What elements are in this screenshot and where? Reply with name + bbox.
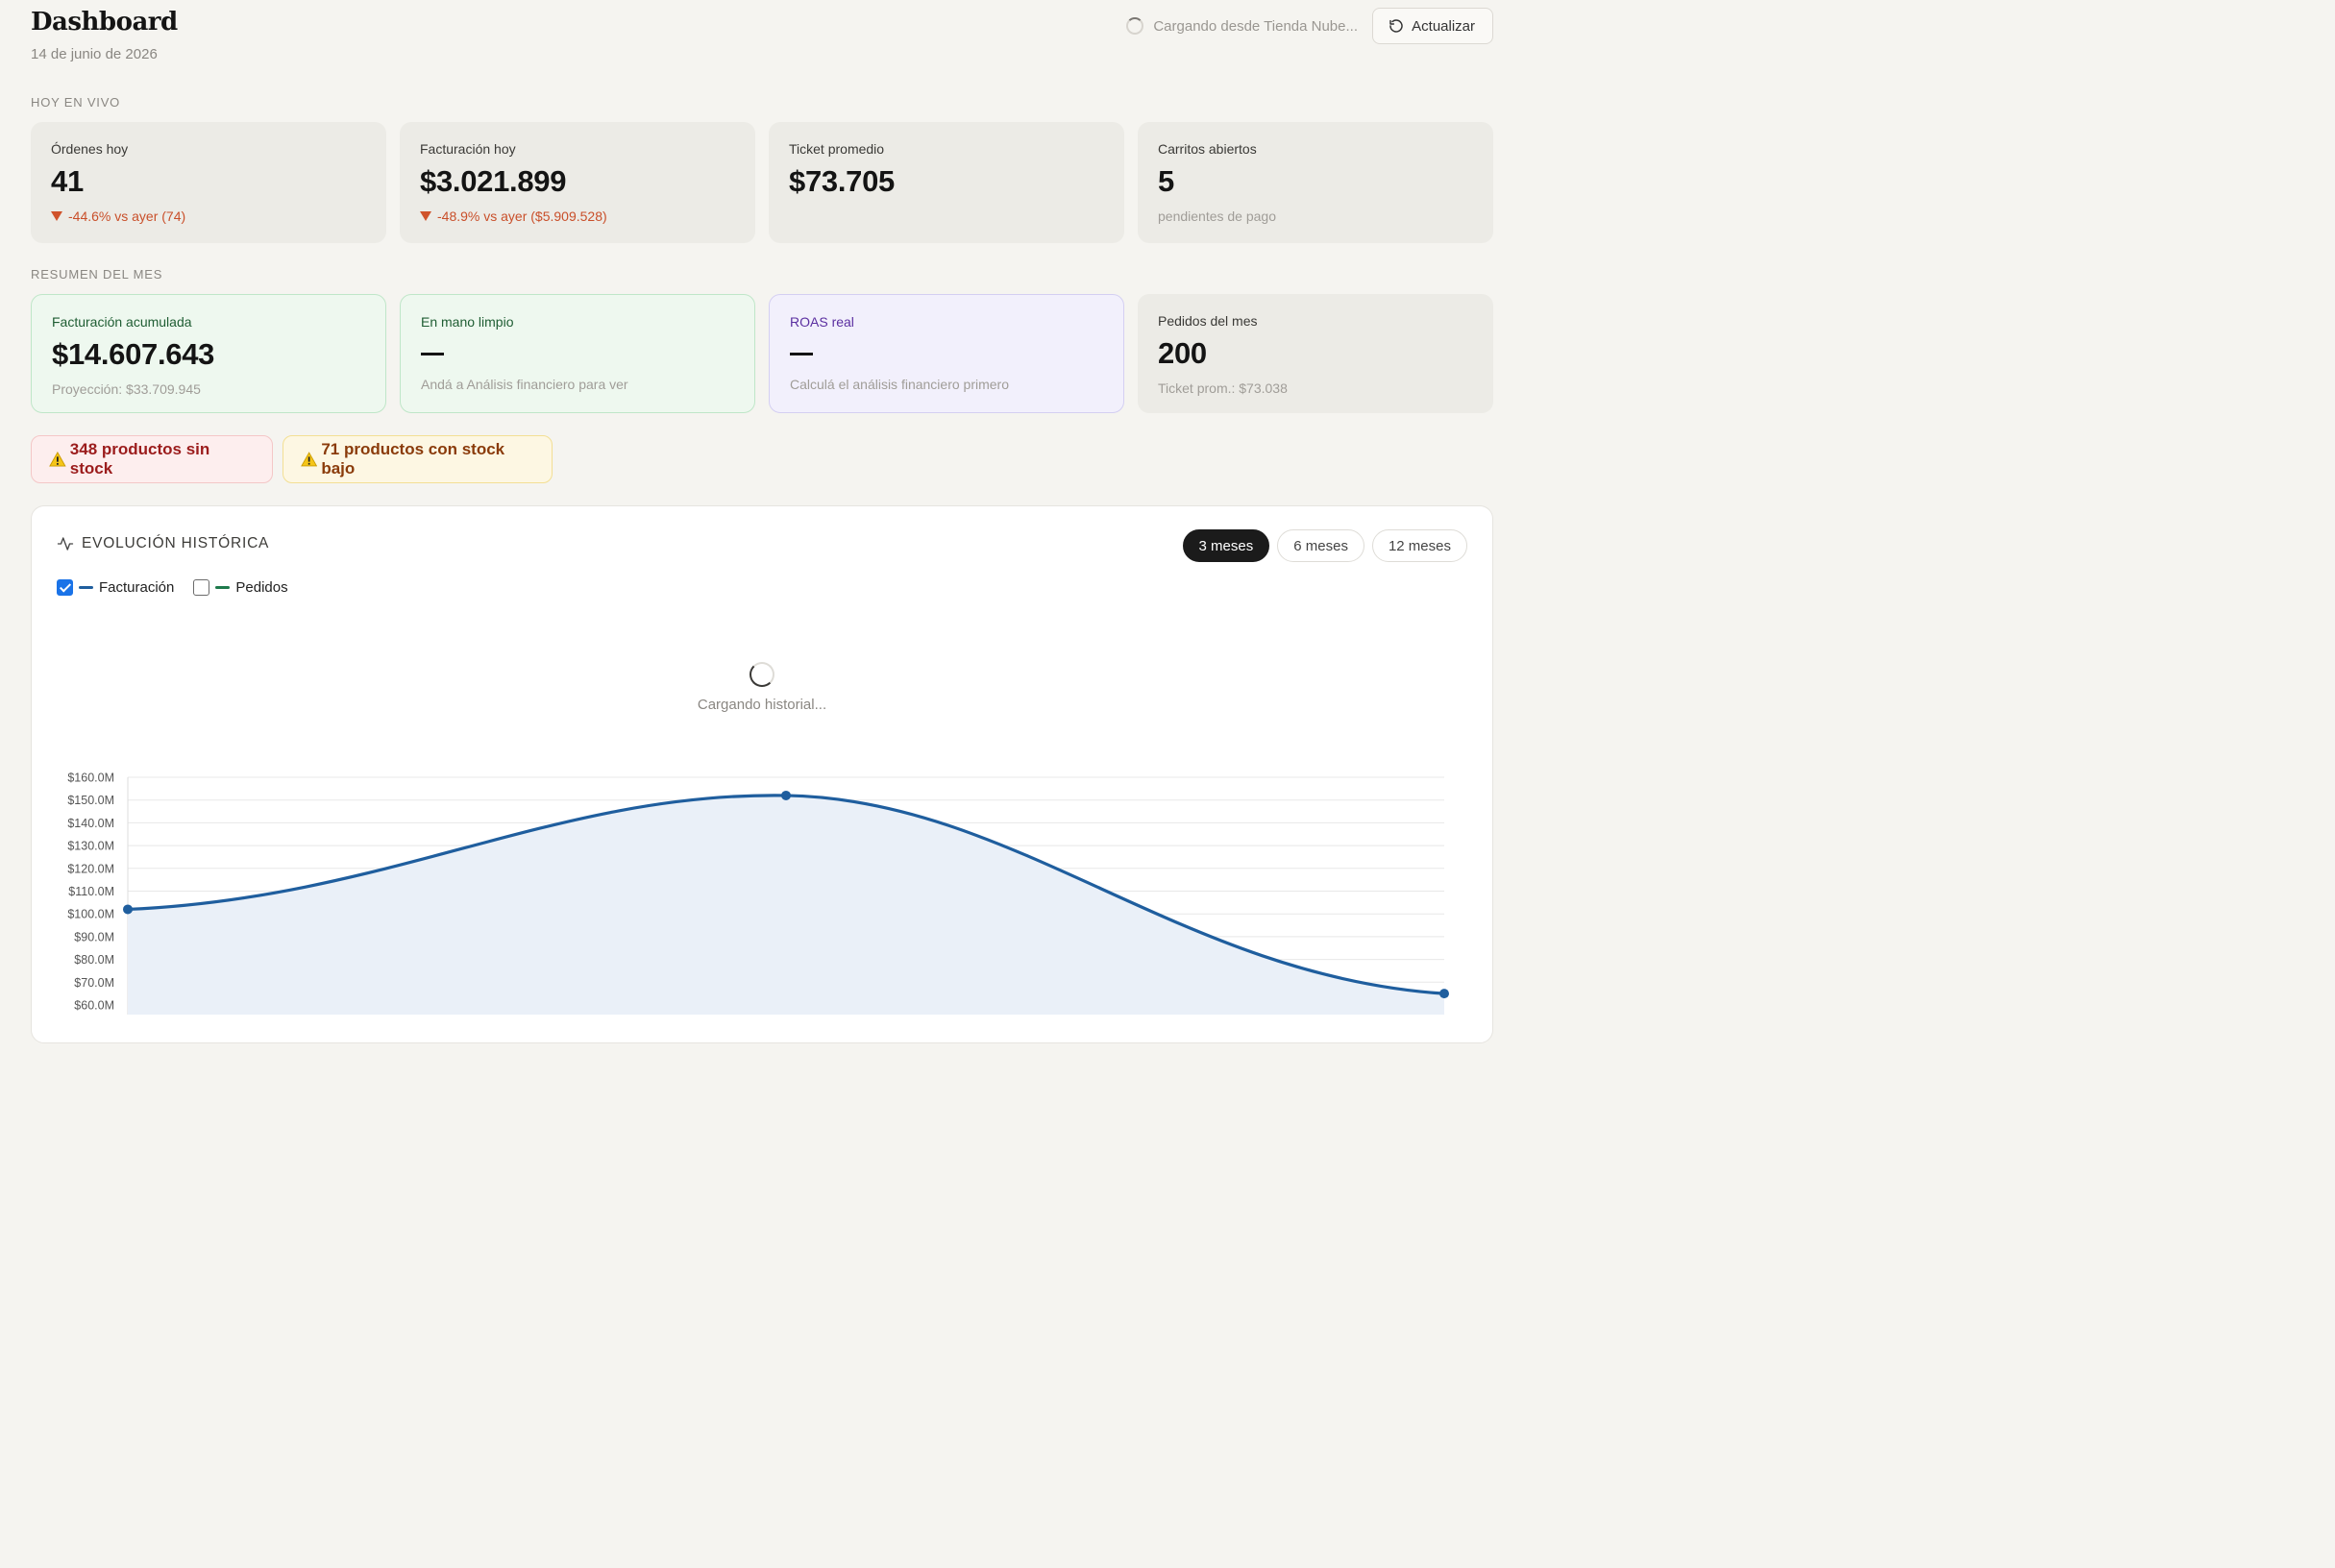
warning-icon <box>301 452 318 467</box>
legend-item-revenue[interactable]: Facturación <box>57 579 174 596</box>
page-date: 14 de junio de 2026 <box>31 46 158 62</box>
activity-icon <box>57 537 74 551</box>
card-label: ROAS real <box>790 314 854 330</box>
y-tick-label: $140.0M <box>67 817 114 830</box>
y-tick-label: $60.0M <box>74 999 114 1013</box>
card-label: Ticket promedio <box>789 141 885 157</box>
card-label: Facturación hoy <box>420 141 516 157</box>
range-tab-12-months[interactable]: 12 meses <box>1371 529 1467 562</box>
card-sub: Andá a Análisis financiero para ver <box>421 377 628 392</box>
warning-icon <box>49 452 66 467</box>
range-tab-6-months[interactable]: 6 meses <box>1277 529 1364 562</box>
card-month-orders: Pedidos del mes 200 Ticket prom.: $73.03… <box>1138 294 1493 413</box>
refresh-icon <box>1389 19 1403 33</box>
y-tick-label: $80.0M <box>74 953 114 967</box>
card-label: Pedidos del mes <box>1158 313 1258 329</box>
range-tab-3-months[interactable]: 3 meses <box>1182 529 1270 562</box>
legend-label: Facturación <box>99 579 175 596</box>
y-tick-label: $110.0M <box>68 885 114 898</box>
section-label-month: RESUMEN DEL MES <box>31 267 163 282</box>
card-net-in-hand: En mano limpio Andá a Análisis financier… <box>400 294 755 413</box>
card-value: $3.021.899 <box>420 164 567 198</box>
orders-checkbox[interactable] <box>193 579 210 596</box>
y-tick-label: $150.0M <box>67 794 114 807</box>
card-value: $73.705 <box>789 164 895 198</box>
alert-no-stock-text: 348 productos sin stock <box>69 440 210 478</box>
history-chart: $160.0M $150.0M $140.0M $130.0M $120.0M $110.… <box>67 772 1449 1015</box>
card-label: Órdenes hoy <box>51 141 129 157</box>
alert-low-stock-text: 71 productos con stock bajo <box>321 440 505 478</box>
card-label: En mano limpio <box>421 314 514 330</box>
data-point <box>1439 989 1449 999</box>
card-trend-text: -48.9% vs ayer ($5.909.528) <box>437 208 607 224</box>
card-label: Carritos abiertos <box>1158 141 1257 157</box>
card-average-ticket: Ticket promedio $73.705 <box>769 122 1124 243</box>
card-trend-text: -44.6% vs ayer (74) <box>68 208 186 224</box>
card-value: $14.607.643 <box>52 337 215 371</box>
y-tick-label: $90.0M <box>74 930 114 943</box>
card-empty-value <box>790 353 813 355</box>
y-tick-label: $100.0M <box>67 908 114 921</box>
card-value: 5 <box>1158 164 1174 198</box>
loading-text: Cargando historial... <box>697 697 827 713</box>
history-title: EVOLUCIÓN HISTÓRICA <box>57 535 269 552</box>
history-title-text: EVOLUCIÓN HISTÓRICA <box>82 535 270 551</box>
chart-legend: Facturación Pedidos <box>57 579 307 596</box>
card-trend: -48.9% vs ayer ($5.909.528) <box>420 208 736 224</box>
card-orders-today: Órdenes hoy 41 -44.6% vs ayer (74) <box>31 122 386 243</box>
page-title: Dashboard <box>31 8 178 37</box>
section-label-today: HOY EN VIVO <box>31 95 121 110</box>
card-empty-value <box>421 353 444 355</box>
data-point <box>781 790 791 800</box>
legend-swatch <box>79 586 93 589</box>
sync-status-text: Cargando desde Tienda Nube... <box>1153 17 1358 35</box>
card-open-carts: Carritos abiertos 5 pendientes de pago <box>1138 122 1493 243</box>
range-tabs: 3 meses 6 meses 12 meses <box>1182 529 1467 562</box>
alert-no-stock[interactable]: 348 productos sin stock <box>31 435 273 483</box>
legend-swatch <box>215 586 231 589</box>
loading-spinner-icon <box>750 662 774 687</box>
refresh-button-label: Actualizar <box>1412 17 1475 35</box>
card-roas: ROAS real Calculá el análisis financiero… <box>769 294 1124 413</box>
legend-item-orders[interactable]: Pedidos <box>193 579 288 596</box>
y-tick-label: $130.0M <box>67 840 114 853</box>
card-value: 41 <box>51 164 84 198</box>
history-loader: Cargando historial... <box>32 662 1492 713</box>
trend-down-icon <box>51 211 62 221</box>
legend-label: Pedidos <box>235 579 288 596</box>
y-tick-label: $160.0M <box>67 772 114 785</box>
card-sub: pendientes de pago <box>1158 208 1276 224</box>
y-tick-label: $70.0M <box>74 976 114 990</box>
alert-low-stock[interactable]: 71 productos con stock bajo <box>283 435 553 483</box>
revenue-checkbox[interactable] <box>57 579 73 596</box>
card-accumulated-revenue: Facturación acumulada $14.607.643 Proyec… <box>31 294 386 413</box>
y-tick-label: $120.0M <box>67 862 114 875</box>
spinner-icon <box>1126 17 1144 35</box>
data-point <box>123 904 133 915</box>
sync-status: Cargando desde Tienda Nube... <box>1126 15 1358 37</box>
series-area-facturacion <box>128 795 1444 1015</box>
card-sub: Ticket prom.: $73.038 <box>1158 380 1288 396</box>
history-panel: EVOLUCIÓN HISTÓRICA 3 meses 6 meses 12 m… <box>31 505 1493 1043</box>
card-value: 200 <box>1158 336 1207 370</box>
refresh-button[interactable]: Actualizar <box>1372 8 1493 44</box>
card-revenue-today: Facturación hoy $3.021.899 -48.9% vs aye… <box>400 122 755 243</box>
trend-down-icon <box>420 211 431 221</box>
card-sub: Calculá el análisis financiero primero <box>790 377 1009 392</box>
card-label: Facturación acumulada <box>52 314 192 330</box>
card-sub: Proyección: $33.709.945 <box>52 381 201 397</box>
card-trend: -44.6% vs ayer (74) <box>51 208 367 224</box>
